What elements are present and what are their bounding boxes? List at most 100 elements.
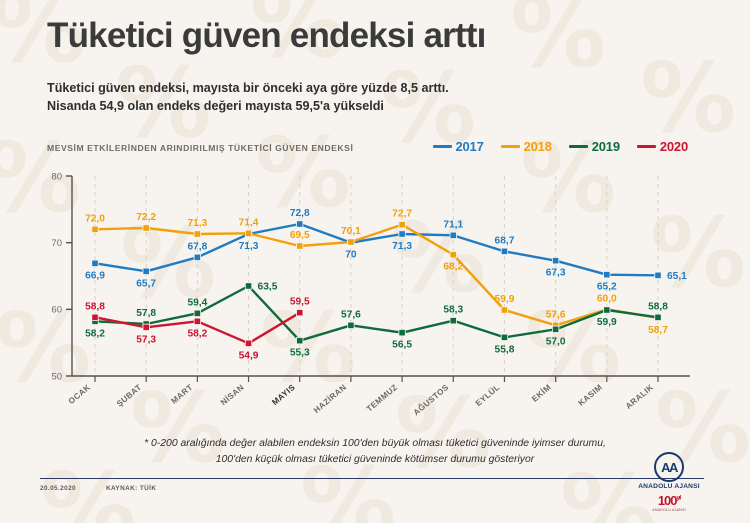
data-point-2019-KASIM[interactable]	[603, 306, 611, 314]
data-point-2019-EKİM[interactable]	[552, 325, 560, 333]
publish-date: 20.05.2020	[40, 485, 76, 492]
data-point-2019-MAYIS[interactable]	[296, 337, 304, 345]
legend-swatch-icon	[568, 144, 588, 149]
data-point-2017-EYLÜL[interactable]	[500, 247, 509, 255]
data-point-2017-AĞUSTOS[interactable]	[449, 231, 457, 239]
centennial-subtext: ANADOLU AJANSI	[652, 508, 686, 512]
data-label-2020-NİSAN: 54,9	[239, 350, 259, 361]
x-axis-labels: OCAK ŞUBAT MART NİSAN MAYIS HAZİRAN TEMMUZ AĞUS…	[67, 381, 655, 417]
data-label-2019-MART: 59,4	[187, 297, 207, 308]
aa-brand-name: ANADOLU AJANSI	[638, 483, 700, 490]
centennial-number: 100	[657, 493, 678, 508]
legend-label: 2020	[659, 139, 688, 154]
month-label-EYLÜL: EYLÜL	[473, 382, 502, 408]
data-label-2018-MART: 71,3	[187, 218, 207, 229]
data-label-2017-HAZİRAN: 70	[345, 250, 357, 261]
data-label-2019-EKİM: 57,0	[546, 336, 566, 347]
data-label-2020-OCAK: 58,8	[85, 301, 105, 312]
data-point-2018-MART[interactable]	[193, 230, 201, 238]
data-label-2019-TEMMUZ: 56,5	[392, 340, 412, 351]
series-2019: 58,2 57,8 59,4 63,5 55,3 57,6 56,5 58,3 55,8 57,0…	[85, 282, 668, 359]
data-point-2019-EYLÜL[interactable]	[500, 333, 509, 341]
month-label-HAZİRAN: HAZİRAN	[311, 382, 348, 415]
centennial-suffix: yıl	[676, 495, 682, 502]
footnote: * 0-200 aralığında değer alabilen endeks…	[144, 438, 606, 465]
data-label-2019-OCAK: 58,2	[85, 328, 105, 339]
data-label-2017-EYLÜL: 68,7	[495, 235, 515, 246]
data-point-2019-NİSAN[interactable]	[244, 282, 253, 290]
series-line-2017	[93, 222, 660, 277]
data-point-2020-MAYIS[interactable]	[296, 309, 304, 317]
data-label-2017-NİSAN: 71,3	[239, 241, 259, 252]
data-point-2018-OCAK[interactable]	[91, 225, 99, 233]
data-label-2017-MART: 67,8	[187, 241, 207, 252]
data-point-2020-ŞUBAT[interactable]	[142, 323, 150, 331]
series-line-2019	[93, 284, 660, 342]
data-point-2017-OCAK[interactable]	[91, 259, 99, 267]
data-label-2018-EKİM: 57,6	[546, 309, 566, 320]
data-point-2018-HAZİRAN[interactable]	[347, 238, 355, 246]
legend-item-2020[interactable]: 2020	[636, 139, 688, 154]
aa-monogram-icon: AA	[654, 452, 684, 482]
data-label-2018-TEMMUZ: 72,7	[392, 209, 412, 220]
legend-item-2018[interactable]: 2018	[500, 139, 552, 154]
data-point-2018-ŞUBAT[interactable]	[142, 224, 150, 232]
data-point-2020-NİSAN[interactable]	[244, 339, 253, 347]
data-point-2019-ARALIK[interactable]	[654, 313, 662, 321]
chart-caption: MEVSİM ETKİLERİNDEN ARINDIRILMIŞ TÜKETİC…	[47, 143, 354, 153]
data-point-2017-KASIM[interactable]	[603, 271, 611, 279]
month-label-TEMMUZ: TEMMUZ	[365, 383, 399, 414]
series-line-2018	[93, 223, 660, 327]
data-point-2017-ŞUBAT[interactable]	[142, 267, 150, 275]
data-point-2020-MART[interactable]	[193, 317, 201, 325]
data-point-2017-ARALIK[interactable]	[654, 271, 662, 279]
legend-swatch-icon	[432, 144, 452, 149]
data-point-2019-MART[interactable]	[193, 309, 201, 317]
y-tick-label: 50	[51, 371, 62, 382]
data-point-2020-OCAK[interactable]	[91, 313, 99, 321]
data-point-2018-NİSAN[interactable]	[244, 229, 253, 237]
data-label-2019-AĞUSTOS: 58,3	[443, 305, 463, 316]
data-label-2017-KASIM: 65,2	[597, 282, 617, 293]
y-tick-label: 70	[51, 238, 62, 249]
data-point-2018-EYLÜL[interactable]	[500, 306, 509, 314]
month-label-MART: MART	[170, 383, 195, 406]
data-point-2019-TEMMUZ[interactable]	[398, 329, 406, 337]
data-label-2017-ŞUBAT: 65,7	[136, 278, 156, 289]
data-point-2017-TEMMUZ[interactable]	[398, 230, 406, 238]
footer-meta: 20.05.2020 KAYNAK: TÜİK	[40, 485, 156, 492]
data-label-2019-MAYIS: 55,3	[290, 348, 310, 359]
month-label-OCAK: OCAK	[67, 383, 92, 406]
data-label-2017-OCAK: 66,9	[85, 270, 105, 281]
month-label-MAYIS: MAYIS	[270, 383, 297, 407]
data-label-2020-MAYIS: 59,5	[290, 297, 310, 308]
data-point-2018-MAYIS[interactable]	[296, 242, 304, 250]
data-label-2018-MAYIS: 69,5	[290, 230, 310, 241]
legend-item-2017[interactable]: 2017	[432, 139, 484, 154]
data-point-2019-AĞUSTOS[interactable]	[449, 317, 457, 325]
data-label-2019-ŞUBAT: 57,8	[136, 308, 156, 319]
data-label-2019-NİSAN: 63,5	[258, 282, 278, 293]
data-label-2018-EYLÜL: 59,9	[495, 294, 515, 305]
series-2017: 66,9 65,7 67,8 71,3 72,8 70 71,3 71,1 68,7 67,3 65…	[85, 208, 687, 293]
data-point-2018-AĞUSTOS[interactable]	[449, 251, 457, 259]
data-point-2019-HAZİRAN[interactable]	[347, 321, 355, 329]
data-point-2017-EKİM[interactable]	[552, 257, 560, 265]
y-tick-label: 60	[51, 305, 62, 316]
month-label-EKİM: EKİM	[530, 382, 553, 404]
data-label-2018-KASIM: 60,0	[597, 293, 617, 304]
data-point-2017-MART[interactable]	[193, 253, 201, 261]
data-label-2017-TEMMUZ: 71,3	[392, 241, 412, 252]
centennial-mark: 100yıl	[634, 493, 704, 508]
legend-label: 2017	[455, 139, 484, 154]
month-label-NİSAN: NİSAN	[218, 382, 245, 407]
legend-label: 2018	[523, 139, 552, 154]
data-point-2018-TEMMUZ[interactable]	[398, 221, 406, 229]
data-point-2017-MAYIS[interactable]	[296, 220, 304, 228]
data-label-2018-HAZİRAN: 70,1	[341, 226, 361, 237]
data-label-2018-ARALIK: 58,7	[648, 325, 668, 336]
aa-logo: AA ANADOLU AJANSI 100yıl ANADOLU AJANSI	[634, 452, 704, 512]
series-2018: 72,0 72,2 71,3 71,4 69,5 70,1 72,7 68,2 59,9 57,6…	[85, 209, 668, 336]
legend-item-2019[interactable]: 2019	[568, 139, 620, 154]
